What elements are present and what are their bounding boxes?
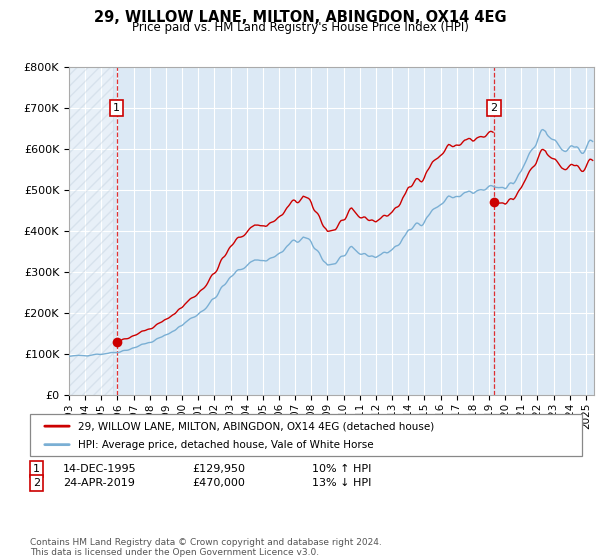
Text: 2: 2 <box>490 103 497 113</box>
Text: £470,000: £470,000 <box>192 478 245 488</box>
Text: Contains HM Land Registry data © Crown copyright and database right 2024.
This d: Contains HM Land Registry data © Crown c… <box>30 538 382 557</box>
Text: 2: 2 <box>33 478 40 488</box>
Text: 24-APR-2019: 24-APR-2019 <box>63 478 135 488</box>
Text: 29, WILLOW LANE, MILTON, ABINGDON, OX14 4EG: 29, WILLOW LANE, MILTON, ABINGDON, OX14 … <box>94 10 506 25</box>
Text: 1: 1 <box>113 103 121 113</box>
Text: HPI: Average price, detached house, Vale of White Horse: HPI: Average price, detached house, Vale… <box>78 440 374 450</box>
Text: 10% ↑ HPI: 10% ↑ HPI <box>312 464 371 474</box>
Text: 1: 1 <box>33 464 40 474</box>
Text: 29, WILLOW LANE, MILTON, ABINGDON, OX14 4EG (detached house): 29, WILLOW LANE, MILTON, ABINGDON, OX14 … <box>78 421 434 431</box>
Text: Price paid vs. HM Land Registry's House Price Index (HPI): Price paid vs. HM Land Registry's House … <box>131 21 469 34</box>
Bar <box>69 67 113 395</box>
Text: £129,950: £129,950 <box>192 464 245 474</box>
Text: 13% ↓ HPI: 13% ↓ HPI <box>312 478 371 488</box>
Text: 14-DEC-1995: 14-DEC-1995 <box>63 464 137 474</box>
